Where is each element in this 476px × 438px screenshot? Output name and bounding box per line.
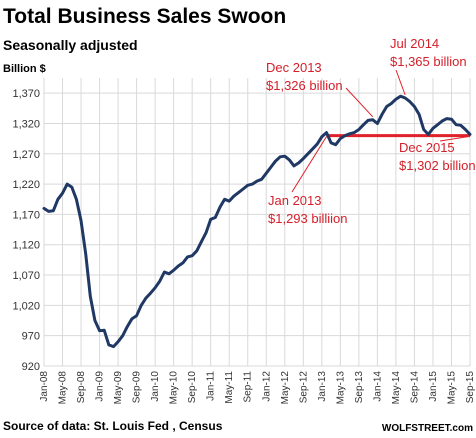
- x-tick-label: Jan-13: [317, 371, 328, 402]
- y-tick-label: 920: [22, 361, 40, 373]
- x-tick-label: May-12: [280, 371, 291, 405]
- x-tick-label: Jan-14: [372, 371, 383, 402]
- annotation-leader: [291, 136, 327, 193]
- annotation-leader: [345, 87, 374, 118]
- x-tick-label: Sep-09: [132, 371, 143, 404]
- annotation-value: $1,326 billion: [266, 78, 343, 93]
- annotation-value: $1,293 billiion: [268, 211, 348, 226]
- annotation-value: $1,365 billion: [390, 54, 467, 69]
- y-tick-label: 1,120: [12, 240, 40, 252]
- x-ticks: Jan-08 May-08 Sep-08 Jan-09 May-09 Sep-09 Jan-…: [39, 371, 476, 405]
- x-tick-label: Jan-15: [428, 371, 439, 402]
- x-tick-label: Jan-09: [95, 371, 106, 402]
- x-tick-label: Jan-11: [206, 371, 217, 401]
- y-axis-label: Billion $: [3, 63, 46, 75]
- x-tick-label: Sep-14: [409, 371, 420, 404]
- annotation-leader: [395, 69, 406, 96]
- source-note: Source of data: St. Louis Fed , Census: [3, 419, 223, 433]
- x-tick-label: May-09: [113, 371, 124, 405]
- annotation-value: $1,302 billion: [399, 158, 476, 173]
- sales-line: [42, 94, 472, 349]
- x-tick-label: May-10: [169, 371, 180, 405]
- y-tick-label: 1,220: [12, 179, 40, 191]
- annotation-date: Jul 2014: [390, 36, 439, 51]
- x-tick-label: May-15: [446, 371, 457, 405]
- x-tick-label: Jan-08: [39, 371, 50, 402]
- x-tick-label: Sep-11: [243, 371, 254, 403]
- y-tick-label: 1,020: [12, 300, 40, 312]
- x-tick-label: Sep-08: [76, 371, 87, 404]
- y-ticks: 920 970 1,020 1,070 1,120 1,170 1,220 1,270 1,32…: [12, 88, 40, 373]
- brand-watermark: WOLFSTREET.com: [382, 423, 473, 434]
- y-tick-label: 1,320: [12, 118, 40, 130]
- annotation-date: Dec 2015: [399, 140, 455, 155]
- x-tick-label: May-13: [335, 371, 346, 405]
- series-group: [42, 94, 472, 349]
- chart-title: Total Business Sales Swoon: [3, 5, 286, 28]
- x-tick-label: Sep-15: [465, 371, 476, 404]
- annotations: Dec 2013 $1,326 billion Jul 2014 $1,365 bil…: [266, 36, 476, 226]
- x-tick-label: Sep-10: [187, 371, 198, 404]
- chart-subtitle: Seasonally adjusted: [3, 37, 138, 53]
- annotation-leader: [439, 136, 469, 142]
- annotation-date: Dec 2013: [266, 60, 322, 75]
- x-tick-label: Sep-13: [354, 371, 365, 404]
- x-tick-label: May-14: [391, 371, 402, 405]
- y-tick-label: 970: [22, 331, 40, 343]
- x-tick-label: May-11: [224, 371, 235, 404]
- y-tick-label: 1,070: [12, 270, 40, 282]
- y-tick-label: 1,270: [12, 149, 40, 161]
- y-tick-label: 1,170: [12, 209, 40, 221]
- grid: [43, 78, 471, 367]
- annotation-date: Jan 2013: [268, 193, 322, 208]
- x-tick-label: Jan-10: [150, 371, 161, 402]
- x-tick-label: Jan-12: [261, 371, 272, 402]
- x-tick-label: May-08: [58, 371, 69, 405]
- x-tick-label: Sep-12: [298, 371, 309, 404]
- y-tick-label: 1,370: [12, 88, 40, 100]
